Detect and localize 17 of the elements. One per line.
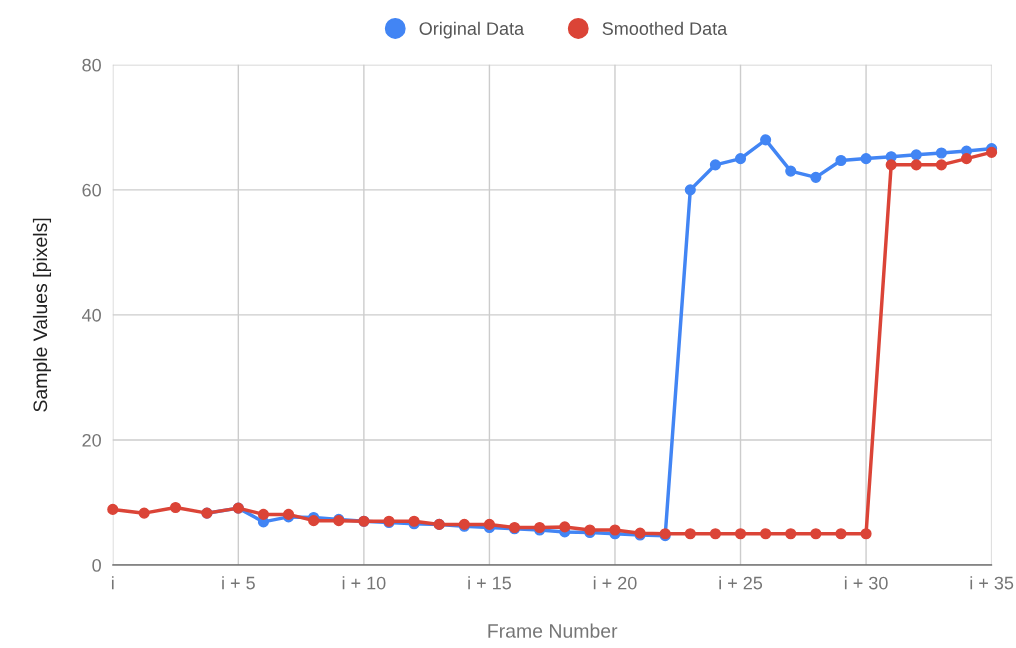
x-tick-label: i + 5: [222, 576, 255, 590]
x-tick-label: i + 15: [468, 576, 511, 590]
x-axis-title: Frame Number: [488, 623, 618, 638]
x-tick-label: i + 20: [593, 576, 637, 590]
x-tick-label: i + 10: [342, 576, 386, 590]
x-tick-label: i + 25: [719, 576, 763, 590]
y-tick-label: 40: [82, 308, 101, 322]
legend-label: Smoothed Data: [602, 21, 728, 35]
x-tick-label: i + 30: [844, 576, 888, 590]
y-tick-label: 80: [82, 58, 101, 72]
y-tick-label: 60: [82, 183, 101, 197]
y-tick-label: 20: [82, 433, 101, 447]
y-axis-title: Sample Values [pixels]: [32, 218, 52, 412]
x-tick-label: i: [111, 576, 114, 590]
y-tick-label: 0: [92, 558, 101, 572]
x-tick-label: i + 35: [970, 576, 1014, 590]
legend-label: Original Data: [419, 21, 525, 39]
